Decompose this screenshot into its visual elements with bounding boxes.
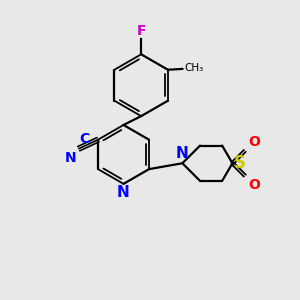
Text: F: F — [136, 23, 146, 38]
Text: N: N — [176, 146, 188, 161]
Text: O: O — [248, 134, 260, 148]
Text: N: N — [65, 151, 76, 165]
Text: N: N — [117, 185, 130, 200]
Text: CH₃: CH₃ — [185, 63, 204, 73]
Text: C: C — [80, 132, 90, 146]
Text: S: S — [234, 154, 246, 172]
Text: O: O — [248, 178, 260, 192]
